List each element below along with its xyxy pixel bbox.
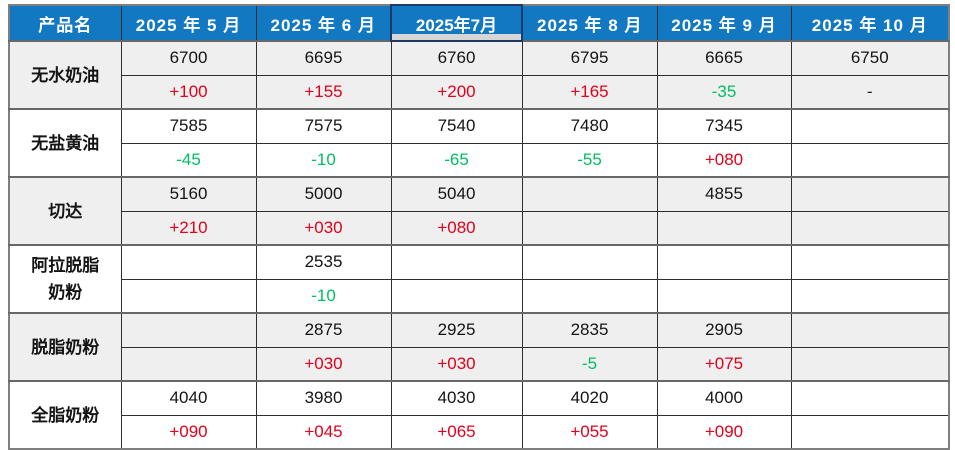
price-cell[interactable]: 5040 (390, 176, 523, 212)
price-table: 产品名 2025 年 5 月 2025 年 6 月 2025年7月 2025 年… (8, 4, 950, 450)
table-row-price: 无水奶油 6700 6695 6760 6795 6665 6750 (8, 40, 950, 110)
header-month-july-selected[interactable]: 2025年7月 (390, 4, 523, 42)
change-cell[interactable]: +030 (390, 346, 523, 382)
change-cell[interactable]: +030 (255, 346, 392, 382)
price-cell[interactable]: 7575 (255, 108, 392, 144)
price-cell[interactable]: 7480 (521, 108, 658, 144)
price-cell[interactable]: 5160 (120, 176, 257, 212)
price-cell[interactable]: 7345 (656, 108, 792, 144)
price-cell[interactable]: 5000 (255, 176, 392, 212)
price-cell[interactable] (120, 244, 257, 280)
product-name-cell[interactable]: 切达 (8, 176, 122, 246)
change-cell[interactable]: +055 (521, 414, 658, 450)
change-cell[interactable] (120, 278, 257, 314)
change-cell[interactable]: +155 (255, 74, 392, 110)
price-cell[interactable] (521, 176, 658, 212)
change-cell[interactable]: +080 (656, 142, 792, 178)
header-month-may[interactable]: 2025 年 5 月 (120, 4, 257, 42)
table-row-price: 切达 5160 5000 5040 4855 (8, 176, 950, 246)
price-cell[interactable] (790, 380, 950, 416)
change-cell[interactable] (790, 346, 950, 382)
change-cell[interactable]: +045 (255, 414, 392, 450)
price-cell[interactable]: 7585 (120, 108, 257, 144)
change-cell[interactable]: +090 (656, 414, 792, 450)
price-cell[interactable]: 6750 (790, 40, 950, 76)
table-row-price: 阿拉脱脂奶粉 2535 (8, 244, 950, 314)
change-cell[interactable]: +165 (521, 74, 658, 110)
change-cell[interactable] (521, 210, 658, 246)
change-cell[interactable]: -5 (521, 346, 658, 382)
price-cell[interactable]: 6760 (390, 40, 523, 76)
change-cell[interactable] (790, 210, 950, 246)
change-cell[interactable]: +090 (120, 414, 257, 450)
price-cell[interactable]: 3980 (255, 380, 392, 416)
change-cell[interactable] (790, 142, 950, 178)
price-cell[interactable] (790, 312, 950, 348)
product-name-cell[interactable]: 无水奶油 (8, 40, 122, 110)
change-cell[interactable]: - (790, 74, 950, 110)
price-cell[interactable]: 4030 (390, 380, 523, 416)
change-cell[interactable]: -10 (255, 278, 392, 314)
change-cell[interactable]: -35 (656, 74, 792, 110)
header-month-june[interactable]: 2025 年 6 月 (255, 4, 392, 42)
price-cell[interactable]: 2905 (656, 312, 792, 348)
change-cell[interactable] (521, 278, 658, 314)
price-cell[interactable]: 4855 (656, 176, 792, 212)
table-row-change: +210 +030 +080 (9, 210, 950, 246)
price-cell[interactable]: 2925 (390, 312, 523, 348)
price-cell[interactable]: 6795 (521, 40, 658, 76)
change-cell[interactable]: -55 (521, 142, 658, 178)
change-cell[interactable]: +210 (120, 210, 257, 246)
price-cell[interactable] (120, 312, 257, 348)
change-cell[interactable] (390, 278, 523, 314)
change-cell[interactable]: +100 (120, 74, 257, 110)
price-cell[interactable]: 2835 (521, 312, 658, 348)
table-row-price: 脱脂奶粉 2875 2925 2835 2905 (8, 312, 950, 382)
change-cell[interactable]: +065 (390, 414, 523, 450)
price-cell[interactable]: 6665 (656, 40, 792, 76)
change-cell[interactable]: +080 (390, 210, 523, 246)
price-cell[interactable]: 7540 (390, 108, 523, 144)
change-cell[interactable] (656, 210, 792, 246)
price-cell[interactable]: 6700 (120, 40, 257, 76)
table-row-price: 全脂奶粉 4040 3980 4030 4020 4000 (8, 380, 950, 450)
price-cell[interactable] (790, 244, 950, 280)
product-name-cell[interactable]: 脱脂奶粉 (8, 312, 122, 382)
price-cell[interactable]: 4020 (521, 380, 658, 416)
change-cell[interactable] (790, 414, 950, 450)
price-cell[interactable]: 6695 (255, 40, 392, 76)
price-cell[interactable] (790, 176, 950, 212)
product-name-cell[interactable]: 全脂奶粉 (8, 380, 122, 450)
header-row: 产品名 2025 年 5 月 2025 年 6 月 2025年7月 2025 年… (8, 4, 950, 42)
change-cell[interactable]: -45 (120, 142, 257, 178)
table-row-change: -45 -10 -65 -55 +080 (9, 142, 950, 178)
table-row-change: +090 +045 +065 +055 +090 (9, 414, 950, 450)
header-month-august[interactable]: 2025 年 8 月 (521, 4, 658, 42)
price-cell[interactable] (390, 244, 523, 280)
header-product-name[interactable]: 产品名 (8, 4, 122, 42)
change-cell[interactable]: -65 (390, 142, 523, 178)
change-cell[interactable]: +075 (656, 346, 792, 382)
price-cell[interactable] (656, 244, 792, 280)
change-cell[interactable]: +200 (390, 74, 523, 110)
change-cell[interactable] (790, 278, 950, 314)
table-row-change: +030 +030 -5 +075 (9, 346, 950, 382)
table-row-price: 无盐黄油 7585 7575 7540 7480 7345 (8, 108, 950, 178)
price-cell[interactable]: 2535 (255, 244, 392, 280)
price-cell[interactable]: 4040 (120, 380, 257, 416)
change-cell[interactable] (656, 278, 792, 314)
header-month-october[interactable]: 2025 年 10 月 (790, 4, 950, 42)
change-cell[interactable]: -10 (255, 142, 392, 178)
product-name-cell[interactable]: 无盐黄油 (8, 108, 122, 178)
price-cell[interactable] (790, 108, 950, 144)
price-cell[interactable] (521, 244, 658, 280)
price-cell[interactable]: 4000 (656, 380, 792, 416)
product-name-cell[interactable]: 阿拉脱脂奶粉 (8, 244, 122, 314)
table-row-change: -10 (9, 278, 950, 314)
table-row-change: +100 +155 +200 +165 -35 - (9, 74, 950, 110)
change-cell[interactable] (120, 346, 257, 382)
change-cell[interactable]: +030 (255, 210, 392, 246)
header-month-september[interactable]: 2025 年 9 月 (656, 4, 792, 42)
price-cell[interactable]: 2875 (255, 312, 392, 348)
